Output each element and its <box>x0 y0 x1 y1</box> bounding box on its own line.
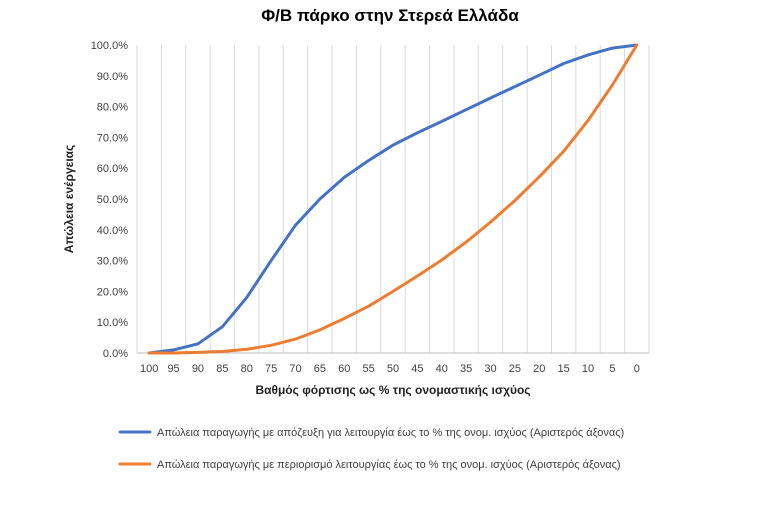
series-layer <box>147 43 639 355</box>
legend-label-2: Απώλεια παραγωγής με περιορισμό λειτουργ… <box>157 459 621 471</box>
x-tick-label: 25 <box>509 363 521 375</box>
x-tick-label: 100 <box>140 363 158 375</box>
series-line-1 <box>147 43 639 355</box>
x-tick-label: 55 <box>362 363 374 375</box>
y-tick-label: 50.0% <box>97 194 128 206</box>
x-tick-label: 50 <box>387 363 399 375</box>
x-tick-label: 65 <box>314 363 326 375</box>
legend-label-1: Απώλεια παραγωγής με απόζευξη για λειτου… <box>157 427 624 439</box>
x-tick-label: 20 <box>533 363 545 375</box>
x-tick-label: 95 <box>167 363 179 375</box>
y-tick-label: 0.0% <box>103 348 128 360</box>
x-tick-label: 45 <box>411 363 423 375</box>
x-tick-label: 10 <box>582 363 594 375</box>
x-tick-label: 70 <box>289 363 301 375</box>
x-tick-label: 40 <box>436 363 448 375</box>
y-tick-label: 100.0% <box>91 40 129 52</box>
y-tick-label: 60.0% <box>97 163 128 175</box>
y-tick-label: 10.0% <box>97 317 128 329</box>
y-axis-title: Απώλεια ενέργειας <box>62 145 76 254</box>
y-tick-label: 90.0% <box>97 71 128 83</box>
y-tick-label: 20.0% <box>97 286 128 298</box>
x-tick-label: 80 <box>241 363 253 375</box>
x-tick-label: 75 <box>265 363 277 375</box>
y-tick-label: 70.0% <box>97 132 128 144</box>
x-tick-label: 90 <box>192 363 204 375</box>
x-tick-label: 60 <box>338 363 350 375</box>
x-tick-label: 35 <box>460 363 472 375</box>
grid-layer <box>136 45 650 353</box>
x-tick-label: 5 <box>609 363 615 375</box>
legend: Απώλεια παραγωγής με απόζευξη για λειτου… <box>118 427 624 471</box>
tick-layer: 0.0% 10.0% 20.0% 30.0% 40.0% 50.0% 60.0% 70.0% 8… <box>91 40 640 375</box>
y-tick-label: 40.0% <box>97 225 128 237</box>
x-tick-label: 15 <box>558 363 570 375</box>
y-tick-label: 30.0% <box>97 256 128 268</box>
x-tick-label: 85 <box>216 363 228 375</box>
x-tick-label: 30 <box>484 363 496 375</box>
chart-title: Φ/Β πάρκο στην Στερεά Ελλάδα <box>261 6 519 25</box>
y-tick-label: 80.0% <box>97 102 128 114</box>
x-tick-label: 0 <box>634 363 640 375</box>
x-axis-title: Βαθμός φόρτισης ως % της ονομαστικής ισχ… <box>255 383 530 397</box>
series-line-2 <box>147 43 639 355</box>
